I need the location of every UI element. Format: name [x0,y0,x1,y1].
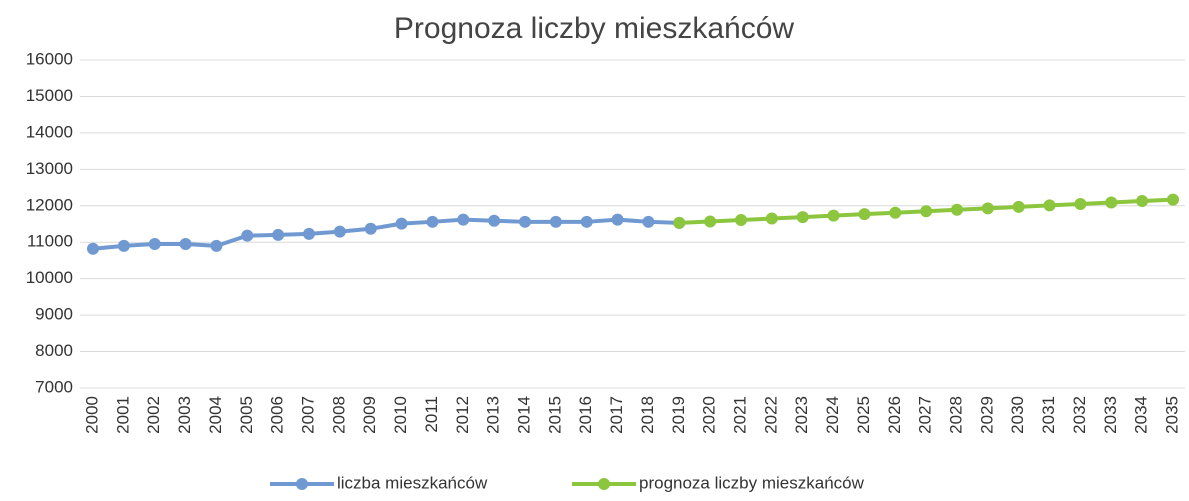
data-point [611,213,624,226]
x-tick-label: 2015 [545,396,564,434]
x-tick-label: 2027 [916,396,935,434]
data-point [1167,193,1179,206]
data-point [796,211,809,224]
data-point [858,208,871,221]
x-tick-label: 2028 [946,396,965,434]
x-tick-label: 2025 [854,396,873,434]
y-tick-label: 13000 [26,159,73,178]
x-tick-label: 2030 [1008,396,1027,434]
x-tick-label: 2003 [175,396,194,434]
data-point [303,227,315,240]
data-point [549,215,562,228]
x-tick-label: 2014 [514,396,533,434]
x-tick-label: 2020 [700,396,719,434]
x-tick-label: 2024 [823,396,842,434]
data-point [704,215,717,228]
data-point [889,206,902,219]
data-point [519,215,531,228]
data-point [951,203,963,216]
x-tick-label: 2004 [206,396,225,434]
x-tick-label: 2010 [391,396,410,434]
data-point [457,213,470,226]
y-tick-label: 8000 [35,341,73,360]
x-tick-label: 2034 [1132,396,1151,434]
data-point [87,242,99,255]
x-tick-label: 2009 [360,396,379,434]
y-tick-label: 10000 [26,268,73,287]
x-tick-label: 2008 [329,396,348,434]
data-point [673,216,686,229]
x-tick-label: 2032 [1070,396,1089,434]
y-tick-label: 9000 [35,305,73,324]
x-tick-label: 2006 [268,396,287,434]
data-point [981,202,994,215]
x-tick-label: 2031 [1039,396,1058,434]
data-point [642,215,655,228]
legend-marker [296,478,308,490]
data-point [1074,197,1087,210]
data-point [580,215,593,228]
data-point [920,205,933,218]
data-point [488,214,501,227]
x-tick-label: 2035 [1162,396,1181,434]
y-tick-label: 11000 [27,232,73,251]
x-tick-label: 2007 [298,396,317,434]
x-tick-label: 2023 [792,396,811,434]
x-tick-label: 2017 [607,396,626,434]
x-tick-label: 2016 [576,396,595,434]
x-tick-label: 2018 [638,396,657,434]
x-tick-label: 2019 [669,396,688,434]
x-tick-label: 2000 [82,396,101,434]
legend-label: liczba mieszkańców [337,473,488,492]
data-point [1136,195,1149,208]
x-tick-label: 2013 [484,396,503,434]
data-point [735,213,747,226]
legend-label: prognoza liczby mieszkańców [639,473,865,492]
y-tick-label: 14000 [26,122,73,141]
legend-marker [598,478,610,490]
data-point [1012,200,1025,213]
data-point [827,209,840,222]
chart-title: Prognoza liczby mieszkańców [394,12,795,45]
y-tick-label: 15000 [26,86,73,105]
x-tick-label: 2029 [977,396,996,434]
data-point [179,238,192,251]
x-tick-label: 2012 [453,396,472,434]
data-point [395,217,408,230]
data-point [364,222,377,235]
data-point [241,229,254,242]
data-point [272,228,285,241]
x-tick-label: 2033 [1101,396,1120,434]
data-point [117,239,130,252]
data-point [1105,196,1118,209]
data-point [1043,199,1056,212]
data-point [333,225,346,238]
x-tick-label: 2021 [730,396,749,434]
x-tick-label: 2022 [761,396,780,434]
data-point [210,239,223,252]
x-tick-label: 2002 [144,396,163,434]
x-tick-label: 2001 [113,396,132,434]
x-tick-label: 2026 [885,396,904,434]
data-point [426,215,439,228]
x-tick-label: 2011 [422,396,441,433]
y-tick-label: 12000 [26,195,73,214]
data-point [765,212,778,225]
x-tick-label: 2005 [237,396,256,434]
y-tick-label: 7000 [35,377,73,396]
y-tick-label: 16000 [26,49,73,68]
data-point [148,238,161,251]
